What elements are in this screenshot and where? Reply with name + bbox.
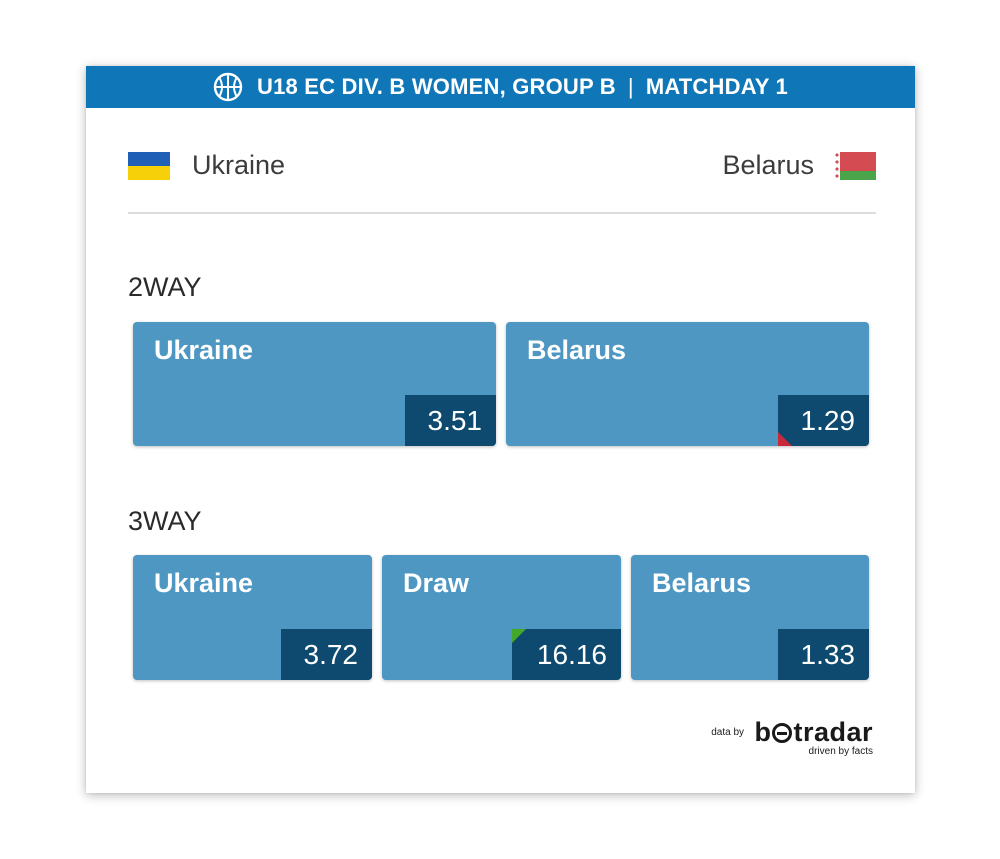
competition-title: U18 EC DIV. B WOMEN, GROUP B: [257, 74, 616, 99]
odds-value: 3.72: [303, 638, 359, 670]
odds-down-icon: [778, 432, 792, 446]
market-label-3way: 3WAY: [128, 506, 202, 536]
betradar-logo[interactable]: data by b tradar driven by facts: [711, 717, 873, 757]
odds-value: 3.51: [427, 404, 483, 436]
outcome-button-3way-draw[interactable]: Draw 16.16: [382, 555, 621, 680]
away-team-name: Belarus: [722, 150, 814, 180]
outcome-button-3way-away[interactable]: Belarus 1.33: [631, 555, 869, 680]
odds-value-box: 3.72: [281, 629, 372, 680]
outcome-button-3way-home[interactable]: Ukraine 3.72: [133, 555, 372, 680]
away-team: Belarus: [722, 150, 876, 181]
outcome-button-2way-away[interactable]: Belarus 1.29: [506, 322, 869, 446]
ukraine-flag-icon: [128, 151, 170, 180]
odds-value: 1.29: [800, 404, 856, 436]
odds-widget: U18 EC DIV. B WOMEN, GROUP B | MATCHDAY …: [86, 66, 915, 793]
outcome-name: Belarus: [652, 568, 752, 598]
odds-value: 16.16: [536, 638, 607, 670]
brand-wordmark: b tradar: [754, 717, 873, 747]
matchday-label: MATCHDAY 1: [645, 74, 788, 99]
basketball-icon: [213, 72, 243, 102]
outcome-name: Draw: [403, 568, 470, 598]
odds-value-box: 1.33: [778, 629, 869, 680]
outcome-name: Belarus: [527, 335, 627, 365]
data-by-label: data by: [711, 727, 745, 738]
odds-value-box: 16.16: [512, 629, 621, 680]
odds-up-icon: [512, 629, 526, 643]
odds-value: 1.33: [800, 638, 856, 670]
odds-value-box: 1.29: [778, 395, 869, 446]
home-team: Ukraine: [128, 150, 285, 181]
brand-tagline: driven by facts: [808, 746, 873, 757]
outcome-button-2way-home[interactable]: Ukraine 3.51: [133, 322, 496, 446]
brand-e-icon: [772, 723, 793, 743]
outcome-name: Ukraine: [154, 568, 254, 598]
odds-value-box: 3.51: [405, 395, 496, 446]
teams-row: Ukraine Belarus: [128, 108, 876, 214]
belarus-flag-icon: [834, 151, 876, 180]
header-separator: |: [627, 74, 634, 99]
home-team-name: Ukraine: [192, 150, 286, 180]
widget-header: U18 EC DIV. B WOMEN, GROUP B | MATCHDAY …: [86, 66, 915, 108]
outcome-name: Ukraine: [154, 335, 254, 365]
market-label-2way: 2WAY: [128, 272, 202, 302]
